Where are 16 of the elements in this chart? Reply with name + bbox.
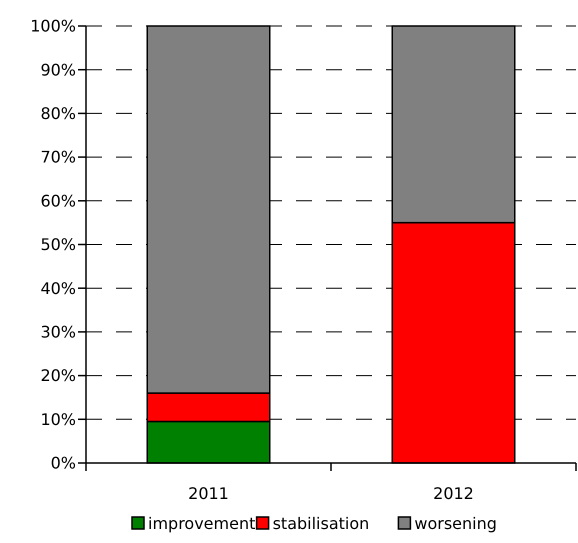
y-tick-label: 20% — [40, 366, 76, 386]
y-tick-label: 90% — [40, 60, 76, 80]
y-tick-label: 100% — [30, 16, 76, 36]
legend-label: stabilisation — [272, 514, 370, 533]
y-tick-label: 80% — [40, 104, 76, 123]
x-tick-label: 2012 — [433, 484, 474, 503]
y-tick-label: 60% — [40, 191, 76, 210]
y-tick-label: 0% — [50, 454, 76, 473]
y-tick-label: 50% — [40, 235, 76, 254]
y-tick-label: 10% — [40, 410, 76, 429]
legend-label: worsening — [414, 514, 497, 533]
x-tick-label: 2011 — [188, 484, 229, 503]
y-tick-label: 30% — [40, 322, 76, 342]
legend-label: improvement — [148, 514, 256, 533]
y-tick-label: 40% — [40, 278, 76, 298]
y-tick-label: 70% — [40, 148, 76, 167]
